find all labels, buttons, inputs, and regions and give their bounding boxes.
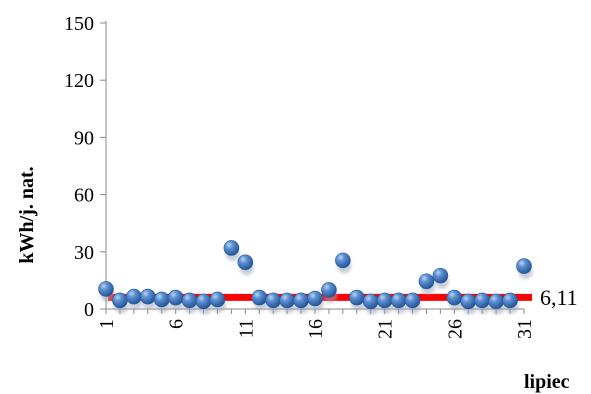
x-tick-label: 1 (96, 319, 118, 329)
data-point (98, 281, 114, 297)
data-point (321, 282, 337, 298)
data-point (293, 292, 309, 309)
x-tick-label: 6 (166, 319, 188, 329)
data-point (237, 254, 254, 271)
data-point (223, 240, 240, 256)
data-point (181, 292, 198, 309)
y-tick-label: 60 (74, 185, 94, 207)
data-point (265, 292, 282, 309)
x-tick-label: 31 (514, 319, 536, 339)
data-point (404, 292, 421, 309)
x-tick-label: 26 (444, 319, 466, 339)
data-point (153, 291, 170, 308)
data-point (251, 289, 268, 306)
data-point (112, 292, 128, 309)
x-tick-label: 21 (375, 319, 397, 339)
data-point (390, 292, 407, 309)
data-point (167, 289, 184, 306)
x-tick-label: 11 (235, 319, 257, 338)
y-tick-label: 30 (74, 242, 94, 264)
data-point (446, 289, 463, 306)
data-point (126, 288, 142, 305)
data-point (335, 252, 351, 269)
data-point (376, 292, 393, 309)
y-tick-label: 150 (64, 13, 94, 35)
data-point (488, 293, 504, 310)
y-axis-title: kWh/j. nat. (16, 166, 38, 263)
data-point (209, 291, 226, 308)
data-point (418, 273, 435, 290)
data-point (279, 292, 295, 309)
y-axis-ticks: 0 30 60 90 120 150 (64, 13, 106, 321)
reference-line-label: 6,11 (540, 285, 578, 310)
data-point (432, 267, 449, 284)
x-tick-label: 16 (305, 319, 327, 339)
x-axis-title: lipiec (524, 371, 570, 393)
data-point (474, 292, 491, 309)
data-point (307, 290, 323, 307)
y-tick-label: 90 (74, 127, 94, 149)
y-tick-label: 120 (64, 70, 94, 92)
data-point (362, 293, 379, 310)
data-point (502, 292, 518, 309)
y-tick-label: 0 (84, 299, 94, 321)
data-point (348, 289, 365, 306)
x-axis-ticks: 1 6 11 16 21 26 31 (96, 309, 536, 339)
data-point (516, 258, 532, 274)
data-point (460, 293, 477, 310)
data-points (98, 240, 533, 315)
data-point (140, 288, 156, 305)
data-point (195, 293, 212, 310)
